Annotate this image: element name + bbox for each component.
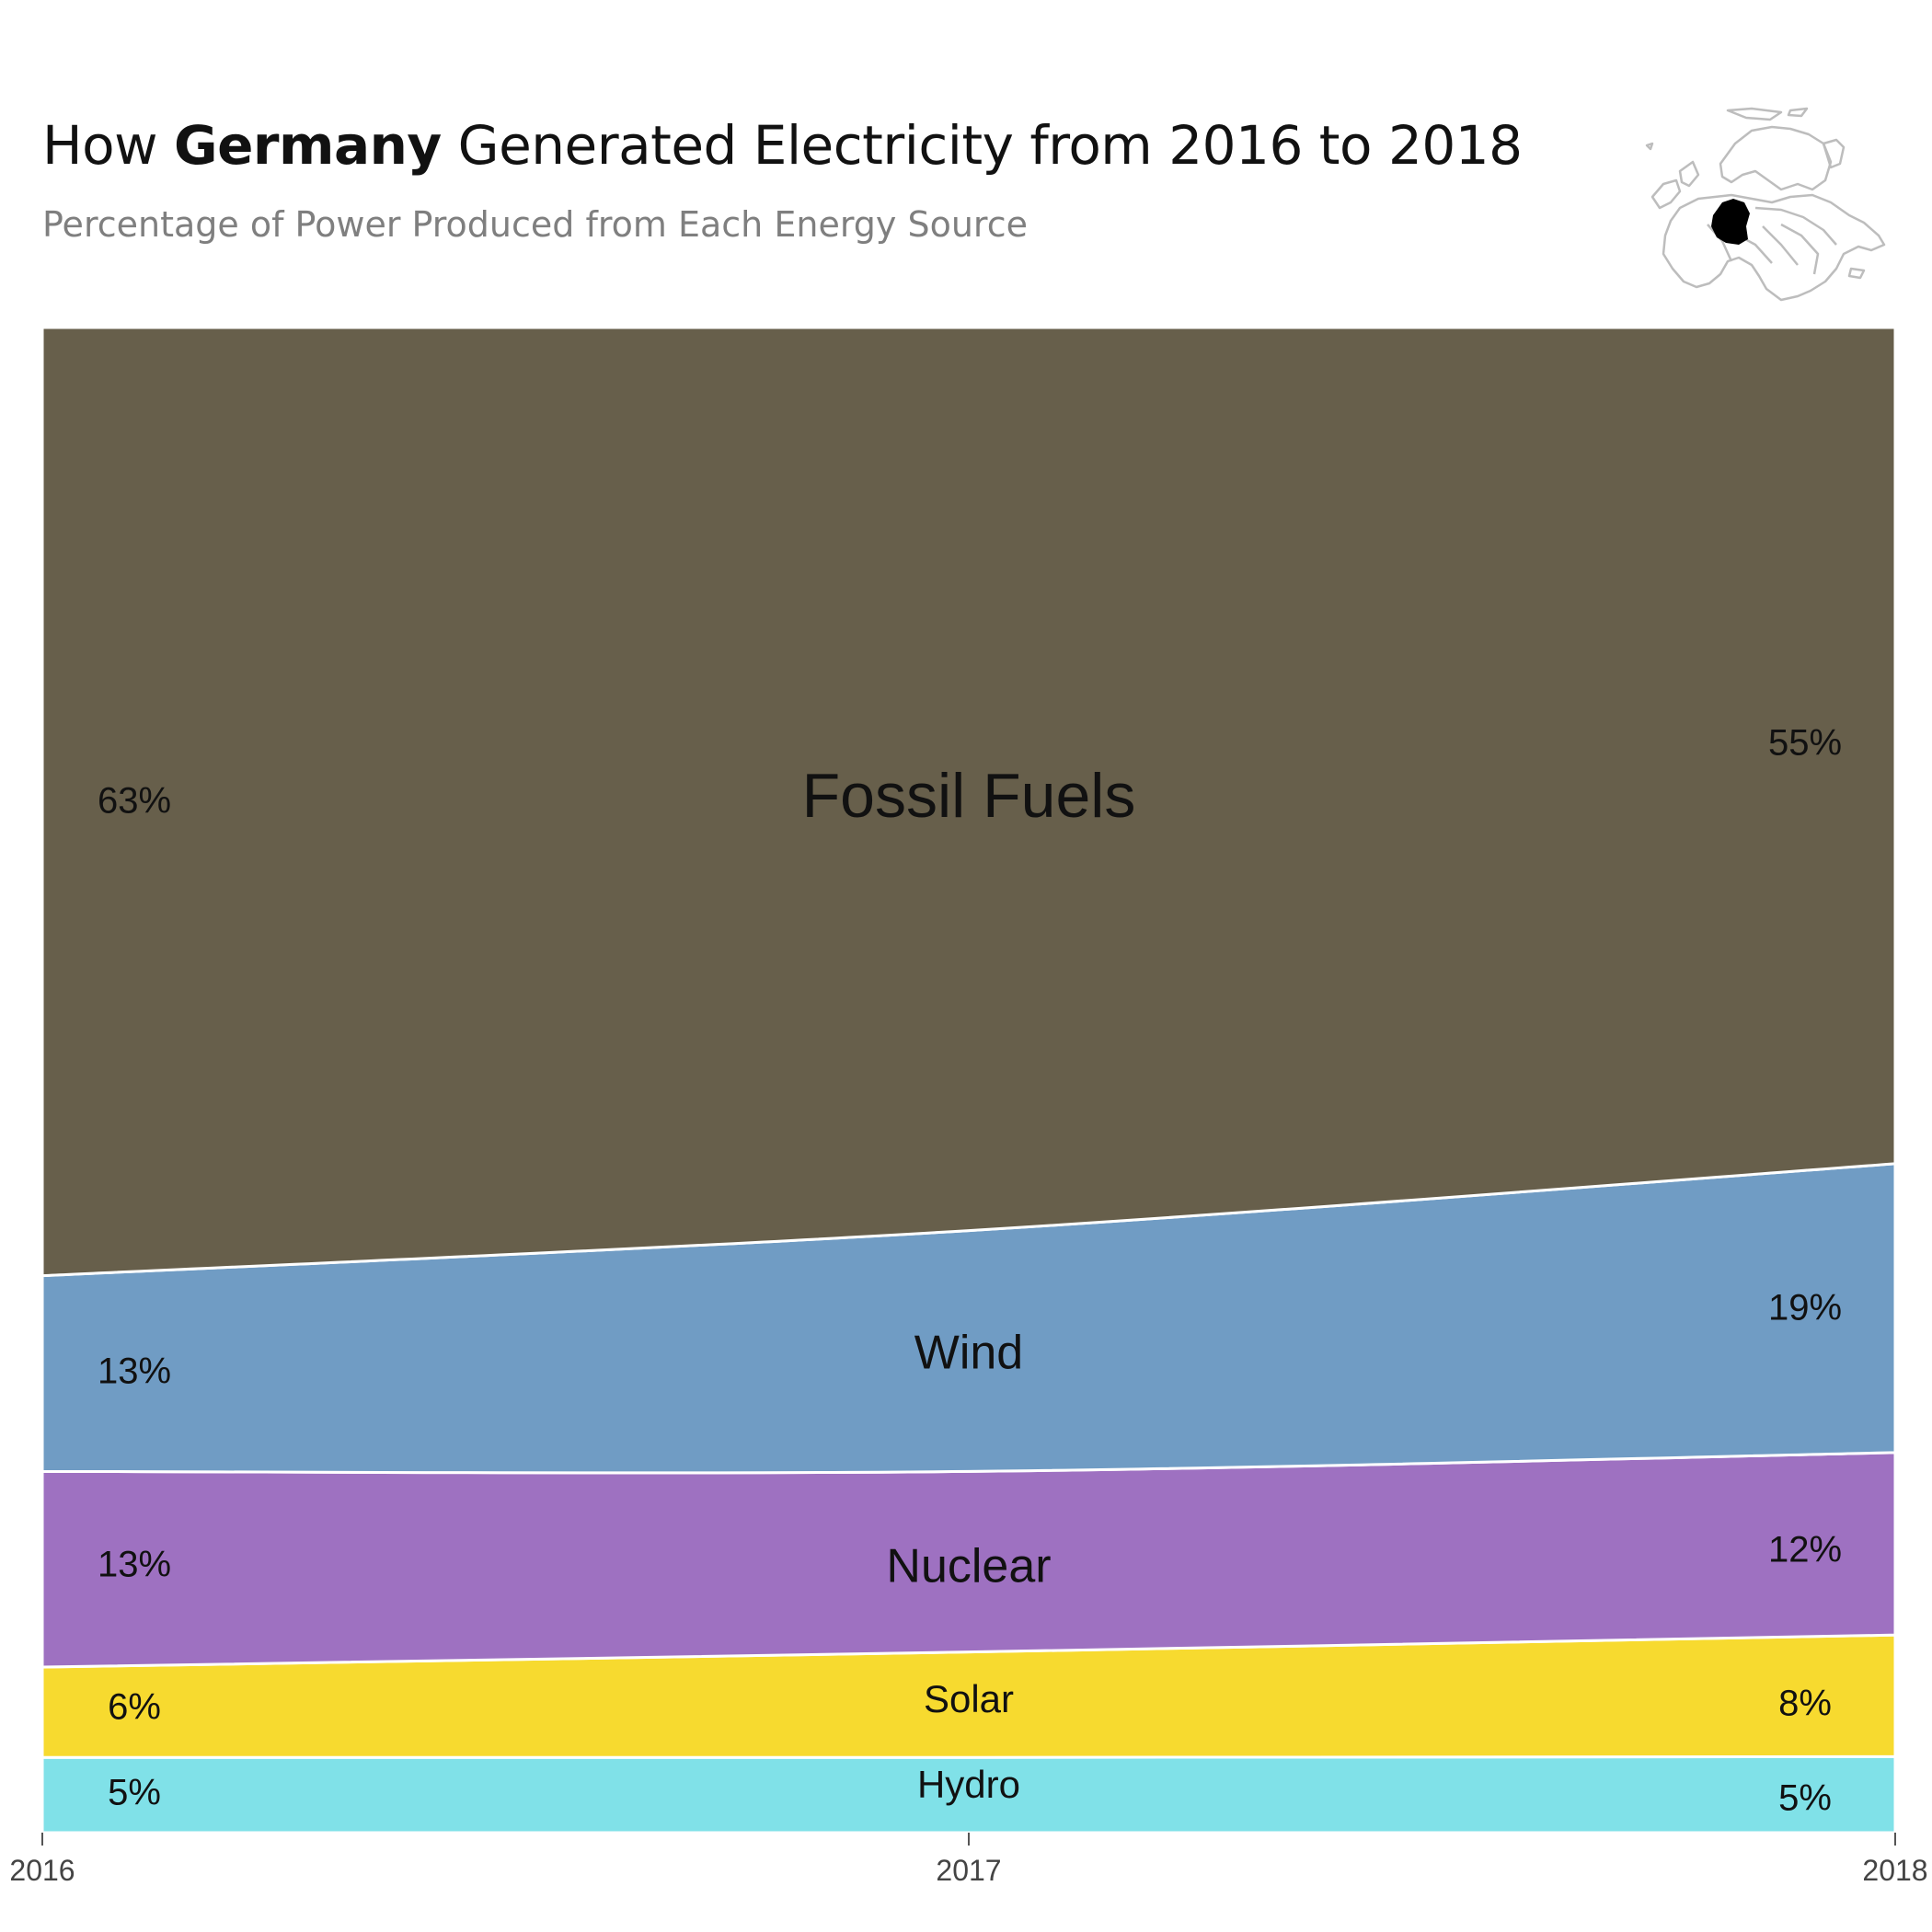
series-label-wind: Wind bbox=[914, 1327, 1023, 1380]
value-label-wind-2018: 19% bbox=[1768, 1288, 1842, 1328]
series-label-nuclear: Nuclear bbox=[886, 1540, 1051, 1593]
series-label-solar: Solar bbox=[924, 1677, 1014, 1720]
value-label-wind-2016: 13% bbox=[98, 1351, 171, 1392]
value-label-fossil-fuels-2018: 55% bbox=[1768, 723, 1842, 764]
europe-map-icon bbox=[1645, 107, 1886, 302]
x-tick-label-2017: 2017 bbox=[936, 1854, 1001, 1887]
title-country: Germany bbox=[173, 114, 442, 177]
chart-subtitle: Percentage of Power Produced from Each E… bbox=[42, 204, 1028, 245]
x-tick-label-2018: 2018 bbox=[1862, 1854, 1927, 1887]
series-label-hydro: Hydro bbox=[917, 1763, 1020, 1806]
value-label-solar-2018: 8% bbox=[1778, 1684, 1832, 1724]
value-label-nuclear-2018: 12% bbox=[1768, 1530, 1842, 1570]
chart-title: How Germany Generated Electricity from 2… bbox=[42, 114, 1523, 177]
value-label-hydro-2018: 5% bbox=[1778, 1778, 1832, 1819]
x-axis: 2016 2017 2018 bbox=[9, 1833, 1928, 1887]
value-label-fossil-fuels-2016: 63% bbox=[98, 781, 171, 822]
series-label-layer: Hydro Solar Nuclear Wind Fossil Fuels bbox=[802, 761, 1136, 1806]
title-suffix: Generated Electricity from 2016 to 2018 bbox=[441, 114, 1523, 177]
x-tick-label-2016: 2016 bbox=[9, 1854, 75, 1887]
value-label-solar-2016: 6% bbox=[108, 1687, 161, 1728]
title-prefix: How bbox=[42, 114, 174, 177]
value-label-nuclear-2016: 13% bbox=[98, 1545, 171, 1585]
value-label-hydro-2016: 5% bbox=[108, 1773, 161, 1813]
series-label-fossil-fuels: Fossil Fuels bbox=[802, 761, 1136, 831]
area-fossil-fuels bbox=[40, 326, 1897, 1278]
area-layer bbox=[40, 326, 1897, 1834]
value-label-layer: 5% 5% 6% 8% 13% 12% 13% 19% 63% 55% bbox=[98, 723, 1842, 1819]
